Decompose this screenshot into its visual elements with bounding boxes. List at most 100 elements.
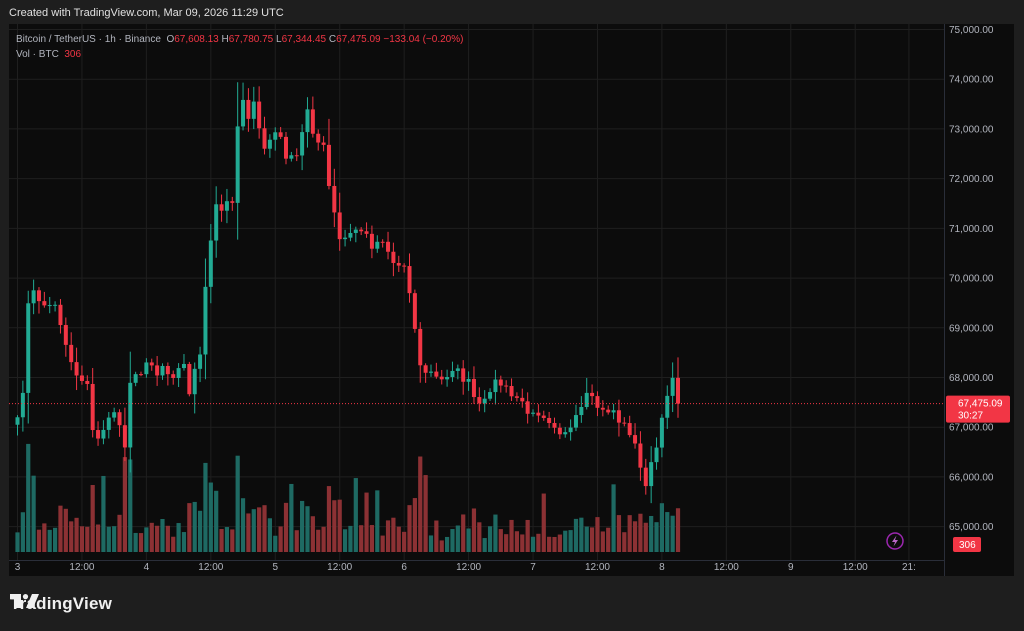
candle-body	[300, 132, 305, 156]
candle-body	[257, 101, 262, 129]
candle-body	[568, 427, 573, 433]
volume-bar	[79, 526, 85, 552]
volume-bar	[31, 475, 36, 552]
candlestick-chart[interactable]: 75,000.00 74,000.00 73,000.00 72,000.00 71,0…	[9, 24, 1014, 576]
volume-bar	[273, 535, 278, 552]
candle-body	[294, 155, 299, 157]
volume-bar	[589, 527, 595, 552]
volume-bar	[321, 526, 326, 552]
brand[interactable]: TradingView	[10, 594, 112, 614]
volume-bar	[439, 540, 444, 552]
candle-body	[332, 185, 337, 213]
candle-body	[434, 371, 439, 377]
tradingview-logo-icon	[10, 594, 39, 608]
volume-bar	[36, 529, 42, 552]
volume-bar	[659, 503, 664, 552]
time-axis-label: 5	[272, 562, 278, 573]
candle-body	[359, 229, 364, 232]
time-axis-label: 3	[15, 562, 21, 573]
open-value: 67,608.13	[174, 34, 219, 45]
volume-bar	[643, 522, 648, 552]
time-axis-label: 12:00	[843, 562, 868, 573]
volume-bar	[219, 528, 224, 552]
candle-body	[450, 370, 455, 378]
candle-body	[488, 392, 493, 399]
candle-body	[58, 304, 63, 326]
candle-body	[498, 379, 503, 386]
volume-bar	[375, 490, 380, 552]
volume-bar	[101, 475, 106, 552]
volume-series	[15, 443, 681, 552]
volume-bar	[149, 522, 154, 552]
candle-body	[284, 136, 288, 159]
volume-bar	[579, 517, 584, 552]
candle-body	[633, 435, 638, 444]
candle-body	[224, 201, 229, 211]
volume-bar	[471, 508, 477, 552]
volume-bar	[122, 457, 127, 552]
candle-body	[273, 132, 278, 140]
volume-bar	[557, 534, 562, 552]
price-axis-label: 71,000.00	[949, 224, 994, 235]
candle-body	[547, 417, 552, 424]
volume-bar	[52, 527, 58, 552]
lightning-icon[interactable]	[886, 532, 904, 550]
volume-bar	[289, 483, 294, 552]
volume-tag: 306	[953, 537, 981, 552]
chart-frame[interactable]: 75,000.00 74,000.00 73,000.00 72,000.00 71,0…	[9, 24, 1014, 576]
volume-bar	[257, 507, 262, 552]
price-axis-label: 74,000.00	[949, 75, 994, 86]
candle-body	[15, 417, 20, 425]
candle-body	[461, 368, 466, 382]
candle-body	[278, 132, 283, 137]
candle-body	[36, 290, 41, 302]
volume-bar	[423, 475, 428, 552]
volume-bar	[595, 517, 600, 552]
volume-bar	[332, 500, 337, 552]
candle-body	[573, 415, 578, 428]
candle-body	[649, 462, 654, 487]
candle-body	[600, 407, 605, 410]
candle-body	[670, 377, 675, 396]
volume-bar	[144, 527, 149, 552]
volume-bar	[359, 525, 364, 552]
volume-bar	[300, 500, 305, 552]
volume-bar	[611, 484, 616, 552]
candle-body	[418, 328, 423, 366]
volume-bar	[95, 524, 101, 552]
candle-body	[369, 233, 374, 249]
volume-bar	[514, 531, 520, 552]
volume-bar	[428, 535, 434, 552]
volume-bar	[26, 443, 31, 552]
candle-body	[230, 201, 235, 203]
candle-body	[504, 385, 509, 387]
volume-bar	[638, 513, 643, 552]
high-value: 67,780.75	[228, 34, 274, 45]
time-axis-label: 12:00	[198, 562, 223, 573]
volume-bar	[138, 533, 144, 552]
volume-bar	[90, 485, 95, 552]
candle-body	[364, 231, 369, 234]
volume-bar	[240, 498, 246, 552]
symbol-label[interactable]: Bitcoin / TetherUS · 1h · Binance	[16, 34, 161, 45]
volume-tag-value: 306	[959, 540, 976, 551]
candle-body	[407, 266, 412, 294]
candle-body	[386, 241, 391, 252]
volume-bar	[187, 503, 192, 552]
volume-bar	[547, 536, 552, 552]
volume-bar	[616, 515, 622, 552]
candle-body	[654, 447, 659, 463]
change-value: −133.04 (−0.20%)	[383, 34, 464, 45]
volume-label[interactable]: Vol · BTC	[16, 49, 59, 60]
candle-body	[643, 467, 648, 487]
candle-body	[402, 265, 407, 267]
candle-body	[144, 362, 149, 375]
price-axis-label: 65,000.00	[949, 522, 994, 533]
candle-body	[79, 375, 84, 381]
low-value: 67,344.45	[281, 34, 327, 45]
volume-bar	[74, 517, 79, 552]
volume-bar	[337, 499, 342, 552]
time-axis-label: 12:00	[456, 562, 481, 573]
candle-body	[412, 293, 417, 329]
